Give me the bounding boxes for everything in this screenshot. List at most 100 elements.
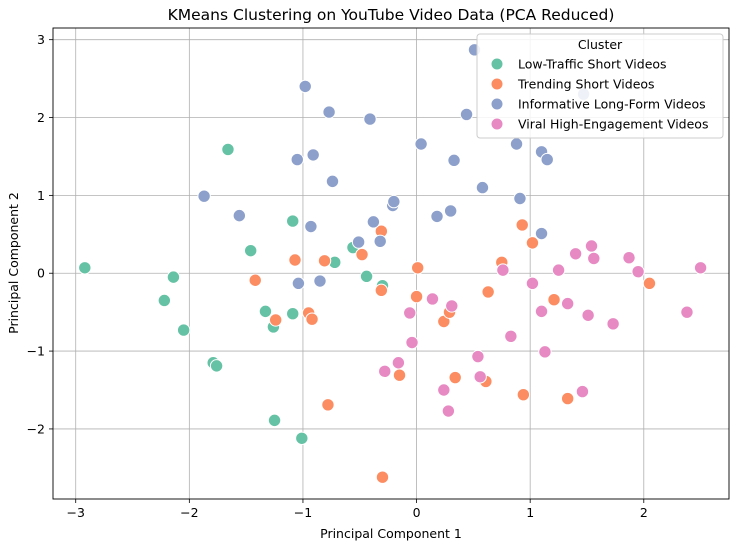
data-point [437, 383, 451, 397]
data-point [267, 413, 282, 428]
data-point [197, 189, 211, 203]
data-point [166, 270, 181, 284]
data-point [540, 152, 554, 167]
data-point [313, 274, 327, 288]
x-tick-label: 2 [640, 505, 648, 520]
data-point [441, 404, 456, 418]
data-point [504, 329, 518, 343]
data-point [351, 235, 366, 249]
data-point [403, 306, 417, 320]
legend-marker [490, 117, 504, 131]
data-point [321, 398, 335, 412]
data-point [513, 191, 527, 206]
data-point [243, 243, 258, 258]
data-point [248, 273, 262, 287]
data-point [387, 194, 401, 209]
legend-label: Trending Short Videos [517, 77, 655, 92]
data-point [359, 269, 374, 284]
legend-marker [490, 77, 504, 91]
data-point [325, 174, 340, 189]
data-point [473, 370, 487, 384]
x-axis-label: Principal Component 1 [320, 526, 462, 541]
data-point [298, 79, 312, 94]
data-point [409, 289, 424, 304]
data-point [631, 264, 645, 279]
data-point [176, 323, 191, 337]
legend-label: Low-Traffic Short Videos [518, 57, 667, 72]
data-point [290, 152, 304, 167]
data-points [78, 43, 708, 484]
data-point [443, 204, 458, 218]
data-point [317, 254, 332, 268]
x-tick-label: 1 [526, 505, 534, 520]
data-point [414, 137, 428, 151]
y-tick-label: −1 [27, 344, 45, 359]
data-point [525, 276, 540, 291]
data-point [373, 234, 387, 249]
data-point [447, 153, 461, 168]
data-point [209, 359, 224, 373]
data-point [291, 276, 306, 291]
data-point [581, 308, 595, 322]
data-point [560, 296, 575, 311]
legend: Cluster Low-Traffic Short Videos Trending… [476, 33, 724, 139]
legend-label: Informative Long-Form Videos [518, 97, 706, 112]
x-tick-label: −1 [294, 505, 312, 520]
data-point [392, 368, 407, 382]
y-tick-label: 2 [37, 110, 45, 125]
data-point [606, 317, 620, 331]
data-point [286, 214, 300, 228]
data-point [304, 219, 318, 234]
data-point [496, 263, 510, 277]
data-point [448, 370, 462, 385]
data-point [322, 105, 336, 119]
legend-box [476, 33, 724, 139]
y-tick-label: 0 [37, 266, 45, 281]
x-tick-label: −3 [67, 505, 85, 520]
data-point [405, 335, 419, 350]
data-point [410, 261, 425, 275]
data-point [378, 364, 392, 379]
y-tick-label: −2 [27, 421, 45, 436]
data-point [568, 247, 583, 261]
data-point [534, 226, 549, 241]
data-point [525, 236, 540, 250]
data-point [305, 312, 319, 326]
legend-marker [490, 57, 504, 71]
x-tick-label: −2 [180, 505, 198, 520]
series-0 [78, 142, 390, 445]
data-point [425, 292, 440, 306]
data-point [584, 239, 599, 253]
data-point [445, 299, 459, 313]
y-tick-label: 3 [37, 32, 45, 47]
x-tick-label: 0 [413, 505, 421, 520]
data-point [288, 253, 302, 267]
data-point [391, 356, 406, 370]
data-point [221, 142, 235, 157]
data-point [509, 137, 524, 151]
data-point [363, 112, 377, 126]
data-point [560, 391, 575, 406]
data-point [78, 261, 92, 275]
data-point [642, 276, 657, 291]
data-point [295, 431, 309, 445]
data-point [459, 107, 474, 122]
data-point [551, 263, 566, 277]
data-point [622, 250, 636, 265]
data-point [481, 285, 495, 299]
legend-label: Viral High-Engagement Videos [518, 117, 708, 132]
series-3 [378, 239, 708, 418]
legend-marker [490, 97, 504, 111]
data-point [355, 247, 369, 262]
legend-title: Cluster [578, 37, 623, 52]
data-point [268, 313, 283, 327]
data-point [258, 304, 273, 319]
data-point [232, 208, 247, 223]
data-point [374, 283, 389, 298]
chart-title: KMeans Clustering on YouTube Video Data … [168, 6, 615, 24]
y-axis-label: Principal Component 2 [6, 192, 21, 334]
data-point [366, 215, 381, 229]
data-point [286, 307, 300, 321]
data-point [475, 180, 490, 195]
data-point [430, 209, 444, 224]
